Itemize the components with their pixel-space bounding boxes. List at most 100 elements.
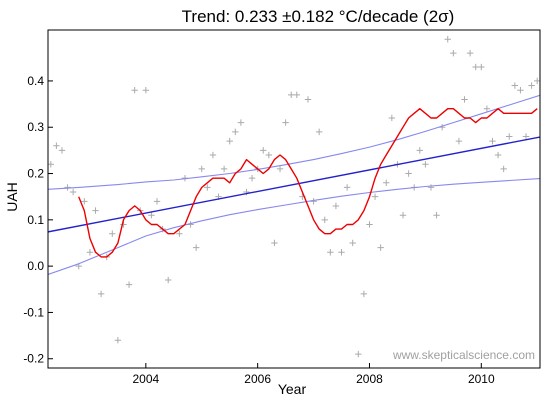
y-tick-label: 0.4 [27, 74, 44, 88]
data-point [517, 86, 524, 94]
data-point [248, 174, 256, 182]
data-point [500, 165, 507, 173]
data-point [237, 119, 245, 126]
data-point [260, 147, 267, 154]
data-point [349, 239, 356, 247]
data-point [466, 49, 474, 57]
data-point [53, 142, 60, 149]
data-point [321, 216, 328, 224]
data-point [293, 91, 300, 99]
data-point [304, 96, 312, 103]
data-point [226, 137, 233, 145]
data-point [399, 212, 407, 219]
data-point [371, 193, 379, 200]
data-point [433, 212, 440, 219]
data-point [220, 165, 228, 173]
chart-title: Trend: 0.233 ±0.182 °C/decade (2σ) [182, 7, 455, 26]
data-point [48, 161, 54, 168]
y-tick-label: 0.3 [27, 120, 44, 134]
plot-area [48, 36, 540, 375]
y-tick-label: 0.2 [27, 167, 44, 181]
data-point [58, 147, 66, 154]
data-point [494, 151, 502, 159]
data-point [360, 290, 368, 298]
data-point [478, 63, 485, 71]
data-point [271, 239, 278, 247]
data-point [450, 49, 457, 57]
data-point [92, 207, 99, 214]
data-point [171, 369, 177, 375]
y-tick-label: -0.2 [23, 352, 44, 366]
upper-confidence-line-path [48, 94, 540, 190]
x-axis-title: Year [278, 381, 307, 397]
x-tick-label: 2004 [132, 372, 159, 386]
data-point [97, 290, 105, 298]
running-mean-line [78, 107, 538, 258]
data-point [81, 198, 88, 205]
data-point [461, 96, 468, 103]
data-point [69, 188, 77, 196]
data-point [86, 249, 94, 256]
data-point [355, 350, 362, 358]
x-axis: 2004 2006 2008 2010 [132, 363, 495, 386]
plot-frame [47, 29, 541, 369]
data-point [416, 147, 423, 154]
lower-confidence-line-path [48, 178, 540, 276]
data-point [383, 179, 390, 186]
data-point [483, 105, 491, 112]
data-point [125, 281, 133, 288]
x-tick-label: 2006 [244, 372, 271, 386]
data-point [366, 221, 373, 228]
watermark-text: www.skepticalscience.com [392, 348, 535, 362]
data-point [315, 128, 323, 136]
data-point [153, 198, 161, 205]
data-point [455, 137, 463, 145]
data-point [209, 151, 217, 159]
data-point [506, 133, 513, 140]
lower-confidence-line [48, 178, 540, 276]
data-point [377, 244, 384, 251]
data-point [109, 230, 116, 237]
data-point [310, 198, 317, 205]
data-point [427, 184, 435, 191]
data-point [282, 119, 289, 126]
y-axis: -0.2 -0.1 0.0 0.1 0.2 0.3 0.4 [23, 74, 53, 366]
monthly-anomaly-points [48, 36, 540, 375]
data-point [343, 184, 351, 191]
x-tick-label: 2010 [468, 372, 495, 386]
trend-line-path [48, 136, 540, 233]
y-tick-label: 0.0 [27, 259, 44, 273]
data-point [192, 244, 200, 251]
data-point [114, 337, 122, 344]
data-point [472, 63, 479, 71]
data-point [198, 165, 205, 173]
data-point [148, 212, 155, 219]
upper-confidence-line [48, 94, 540, 190]
y-axis-title: UAH [4, 182, 20, 212]
data-point [338, 249, 345, 256]
data-point [204, 184, 211, 191]
data-point [142, 86, 150, 94]
data-point [444, 36, 451, 43]
data-point [522, 133, 530, 140]
data-point [232, 128, 239, 136]
running-mean-line-path [78, 107, 538, 258]
y-tick-label: 0.1 [27, 213, 44, 227]
data-point [388, 114, 396, 122]
y-tick-label: -0.1 [23, 305, 44, 319]
x-tick-label: 2008 [356, 372, 383, 386]
data-point [332, 202, 340, 210]
data-point [276, 165, 284, 173]
data-point [405, 170, 412, 177]
data-point [528, 82, 535, 89]
data-point [534, 77, 540, 85]
data-point [165, 276, 172, 284]
data-point [288, 91, 295, 99]
data-point [265, 151, 273, 159]
data-point [489, 137, 496, 145]
data-point [327, 249, 334, 256]
data-point [176, 230, 183, 237]
data-point [511, 82, 519, 89]
